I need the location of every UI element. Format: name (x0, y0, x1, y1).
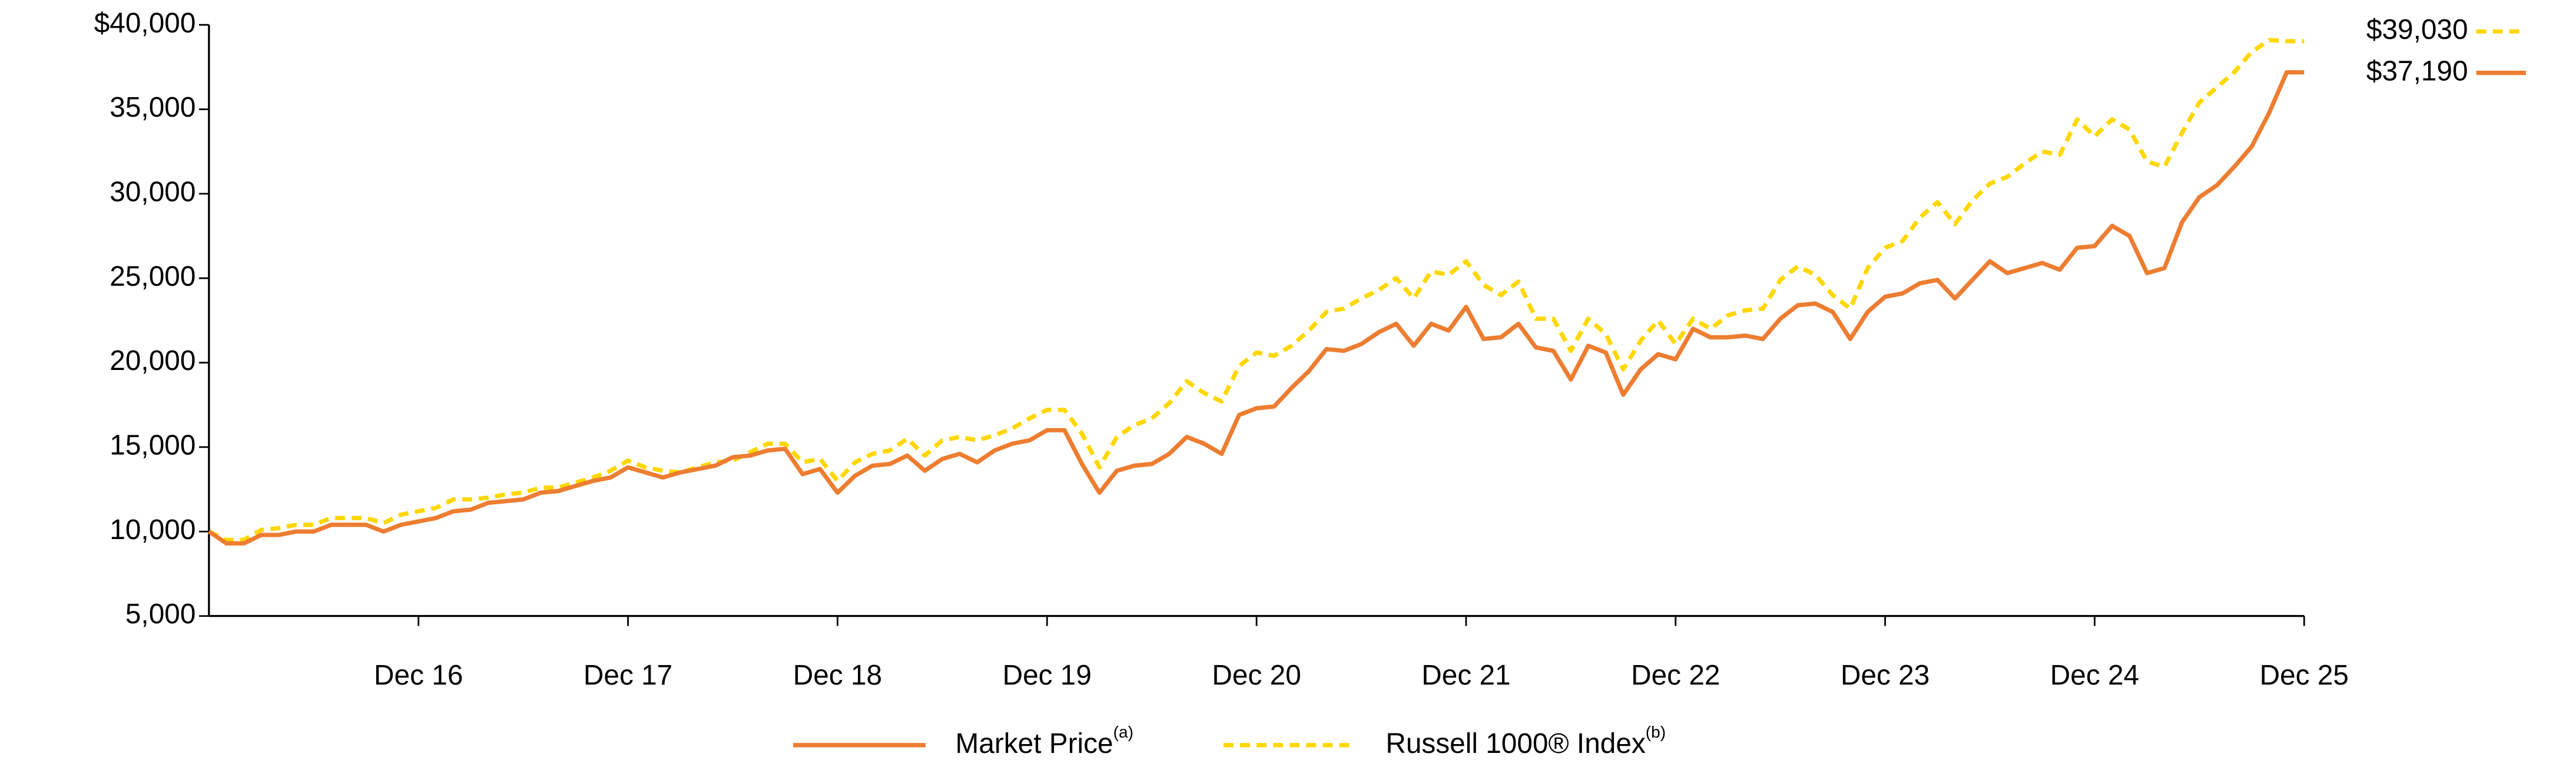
y-tick-label: 25,000 (110, 261, 195, 292)
x-tick-label: Dec 19 (1003, 660, 1092, 691)
x-tick-label: Dec 23 (1841, 660, 1929, 691)
legend-note: (a) (1113, 723, 1133, 742)
y-tick-label: 30,000 (110, 176, 195, 207)
x-tick-label: Dec 24 (2050, 660, 2139, 691)
y-tick-label: 5,000 (125, 599, 196, 630)
x-tick-label: Dec 20 (1212, 660, 1301, 691)
end-value-label: $37,190 (2366, 55, 2468, 87)
legend-note: (b) (1646, 723, 1666, 742)
x-tick-label: Dec 25 (2260, 660, 2349, 691)
x-tick-label: Dec 18 (793, 660, 882, 691)
legend-name: Market Price (956, 728, 1113, 759)
legend-name: Russell 1000® Index (1385, 728, 1646, 759)
y-tick-label: 15,000 (110, 430, 195, 461)
series-line (208, 38, 2305, 543)
series-line (207, 70, 2305, 546)
x-tick-label: Dec 17 (584, 660, 672, 691)
legend-label: Russell 1000® Index(b) (1385, 723, 1666, 759)
y-tick-label: 20,000 (110, 345, 195, 376)
end-value-label: $39,030 (2366, 14, 2468, 45)
y-tick-label: $40,000 (94, 8, 196, 39)
x-tick-label: Dec 16 (374, 660, 463, 691)
y-tick-label: 35,000 (110, 92, 195, 123)
legend-label: Market Price(a) (956, 723, 1133, 759)
x-tick-label: Dec 22 (1631, 660, 1720, 691)
y-tick-label: 10,000 (110, 514, 195, 546)
x-tick-label: Dec 21 (1421, 660, 1510, 691)
